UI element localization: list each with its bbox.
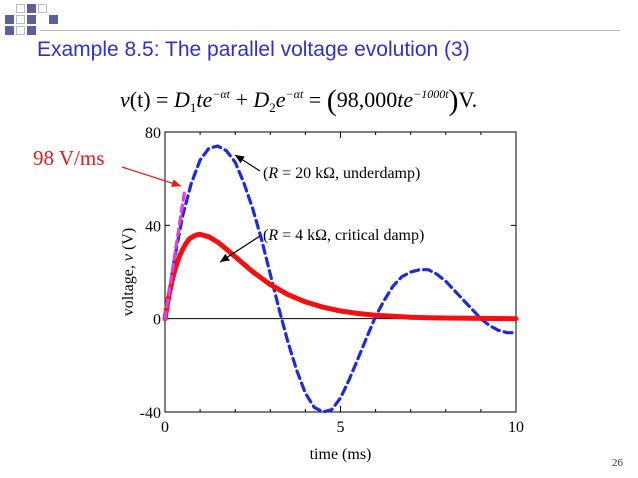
equation-exp3: −1000t — [413, 87, 449, 101]
equation-exp2: −αt — [285, 87, 304, 101]
deco-square — [27, 26, 36, 35]
slide-title: Example 8.5: The parallel voltage evolut… — [37, 38, 470, 61]
deco-square — [27, 15, 36, 24]
y-tick-label: 40 — [145, 218, 161, 235]
slide-number: 26 — [612, 457, 623, 469]
deco-square — [16, 4, 25, 13]
series-label-underdamp: (R = 20 kΩ, underdamp) — [263, 165, 420, 182]
equation-d2: D — [253, 87, 270, 112]
critical-label-arrow-head — [220, 253, 230, 262]
equation-open-paren: ( — [326, 84, 337, 117]
deco-square — [38, 4, 47, 13]
equation: v(t) = D1te−αt + D2e−αt = (98,000te−1000… — [120, 84, 477, 118]
equation-term1: te — [196, 87, 213, 112]
equation-d1: D — [173, 87, 190, 112]
series-line-underdamp — [163, 144, 518, 414]
x-tick-label: 0 — [161, 419, 169, 436]
equation-lhs: v — [120, 87, 130, 112]
equation-d1-subscript: 1 — [189, 100, 197, 115]
series-label-critical-damp: (R = 4 kΩ, critical damp) — [263, 227, 424, 244]
equation-coefficient: 98,000 — [336, 87, 398, 112]
y-tick-label: 80 — [145, 125, 161, 142]
x-tick-label: 5 — [337, 419, 345, 436]
equation-equals: = — [150, 87, 174, 112]
equation-term2: e — [275, 87, 286, 112]
series-line-critical-damp — [162, 231, 519, 322]
slope-annotation-arrow — [121, 166, 182, 187]
y-tick-label: 0 — [153, 312, 161, 329]
equation-lhs-arg: (t) — [129, 87, 151, 112]
top-rule — [40, 30, 620, 31]
equation-unit: V. — [458, 87, 478, 112]
underdamp-label-arrow-head — [235, 155, 245, 164]
deco-square — [49, 15, 58, 24]
deco-square — [5, 26, 14, 35]
equation-var: te — [397, 87, 414, 112]
slope-annotation-arrow-head — [171, 179, 181, 188]
y-tick-label: -40 — [140, 405, 161, 422]
slope-annotation: 98 V/ms — [33, 146, 105, 170]
deco-square — [27, 4, 36, 13]
equation-plus: + — [229, 87, 254, 112]
equation-exp1: −αt — [212, 87, 230, 101]
equation-equals-2: = — [303, 87, 327, 112]
equation-close-paren: ) — [448, 84, 459, 117]
equation-d2-subscript: 2 — [269, 100, 276, 115]
series-line-98-v-ms — [163, 191, 186, 321]
deco-square — [16, 15, 25, 24]
x-tick-label: 10 — [508, 419, 524, 436]
y-axis-label: voltage, v (V) — [120, 228, 137, 316]
deco-square — [5, 15, 14, 24]
deco-square — [16, 26, 25, 35]
x-axis-label: time (ms) — [310, 446, 372, 463]
